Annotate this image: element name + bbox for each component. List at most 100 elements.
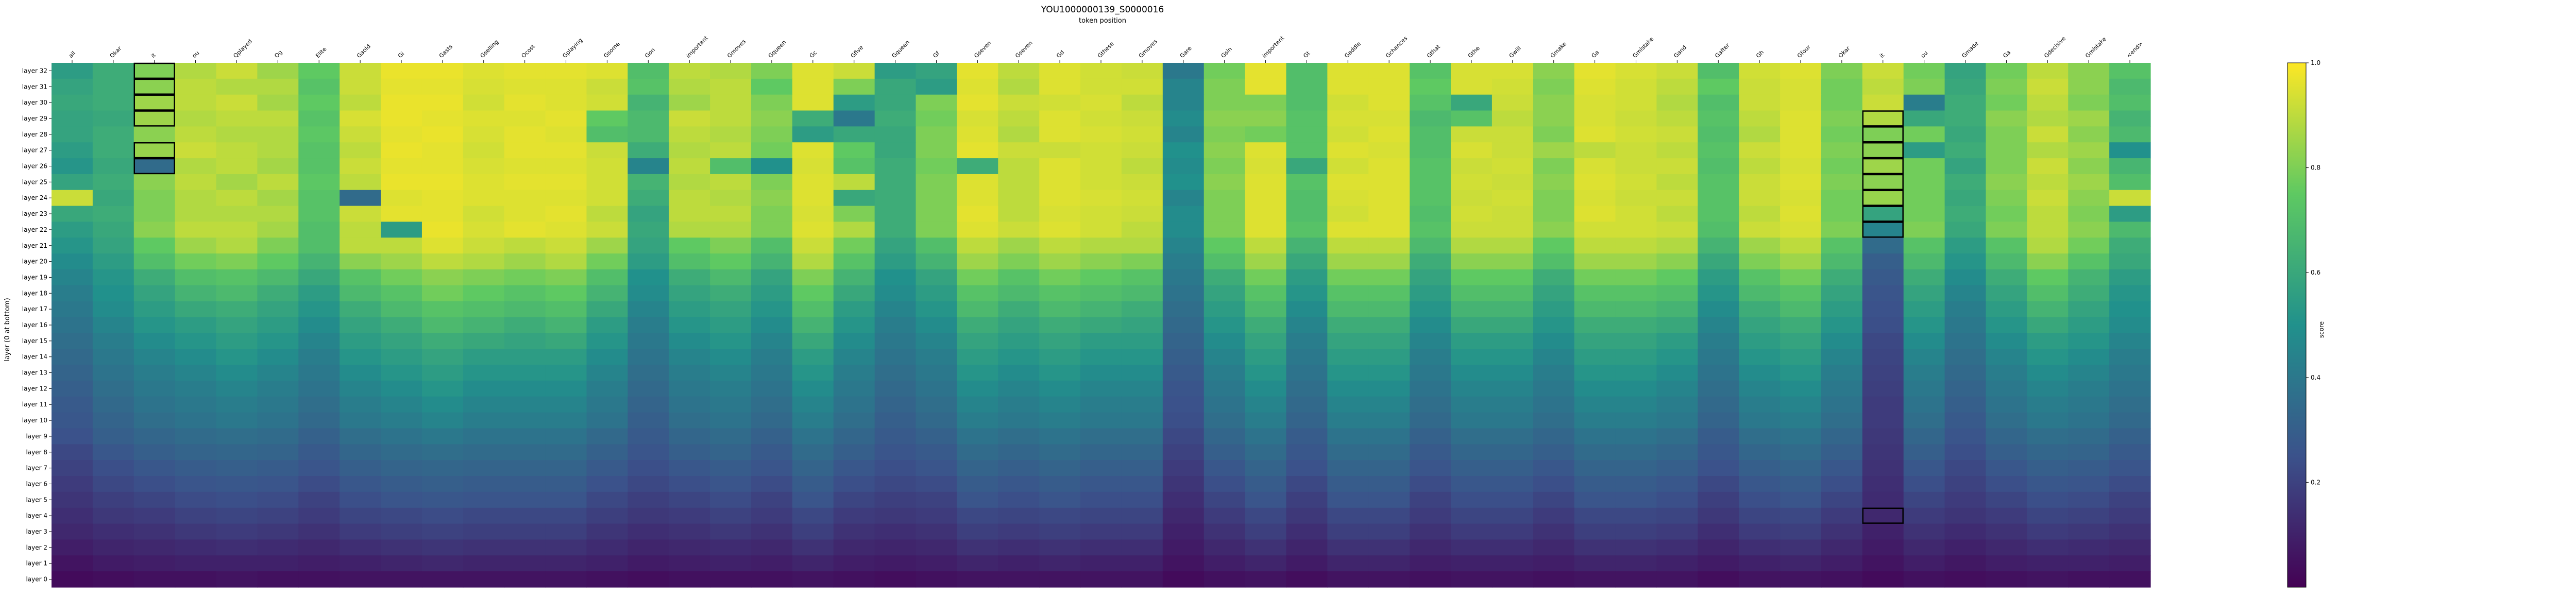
heatmap-cell <box>1739 412 1781 429</box>
heatmap-cell <box>1410 491 1451 508</box>
heatmap-cell <box>792 460 834 476</box>
heatmap-cell <box>1574 142 1616 159</box>
heatmap-cell <box>216 158 258 175</box>
heatmap-cell <box>175 507 217 524</box>
heatmap-cell <box>216 174 258 191</box>
heatmap-cell <box>586 174 628 191</box>
heatmap-cell <box>1451 301 1493 318</box>
heatmap-cell <box>1533 539 1575 556</box>
heatmap-cell <box>504 253 546 270</box>
heatmap-cell <box>1368 571 1410 588</box>
heatmap-cell <box>1944 94 1987 111</box>
heatmap-cell <box>504 142 546 159</box>
heatmap-cell <box>1492 206 1534 223</box>
heatmap-cell <box>1080 555 1122 572</box>
heatmap-cell <box>52 190 93 207</box>
heatmap-cell <box>1327 365 1369 381</box>
heatmap-cell <box>1903 507 1945 524</box>
heatmap-cell <box>669 78 710 95</box>
heatmap-cell <box>669 269 710 286</box>
heatmap-cell <box>874 349 917 365</box>
heatmap-cell <box>340 333 381 349</box>
heatmap-cell <box>1986 126 2027 143</box>
heatmap-cell <box>1574 539 1616 556</box>
heatmap-cell <box>1780 253 1822 270</box>
heatmap-cell <box>1615 507 1657 524</box>
heatmap-cell <box>133 380 176 397</box>
heatmap-cell <box>340 301 381 318</box>
heatmap-cell <box>957 110 998 127</box>
heatmap-cell <box>1204 460 1246 476</box>
heatmap-cell <box>92 396 134 413</box>
heatmap-cell <box>1615 126 1657 143</box>
heatmap-cell <box>175 63 217 79</box>
heatmap-cell <box>833 507 875 524</box>
heatmap-cell <box>1121 174 1163 191</box>
heatmap-cell <box>1739 110 1781 127</box>
heatmap-cell <box>1986 110 2027 127</box>
heatmap-cell <box>1080 206 1122 223</box>
heatmap-cell <box>1162 221 1205 238</box>
heatmap-cell <box>1286 349 1328 365</box>
heatmap-cell <box>298 206 340 223</box>
heatmap-cell <box>504 237 546 254</box>
heatmap-cell <box>1698 126 1739 143</box>
heatmap-cell <box>1780 269 1822 286</box>
heatmap-cell <box>463 142 505 159</box>
heatmap-cell <box>1368 237 1410 254</box>
highlight-box <box>1862 174 1904 191</box>
colorbar-tick-label: 1.0 <box>2311 59 2320 66</box>
heatmap-cell <box>257 63 299 79</box>
heatmap-cell <box>586 555 628 572</box>
heatmap-cell <box>710 221 752 238</box>
heatmap-cell <box>2068 269 2110 286</box>
heatmap-cell <box>1780 539 1822 556</box>
heatmap-cell <box>1903 94 1945 111</box>
heatmap-cell <box>1121 221 1163 238</box>
heatmap-cell <box>1451 78 1493 95</box>
heatmap-cell <box>1821 460 1863 476</box>
highlight-box <box>1862 206 1904 222</box>
heatmap-cell <box>1451 491 1493 508</box>
heatmap-cell <box>381 174 422 191</box>
heatmap-cell <box>504 571 546 588</box>
heatmap-cell <box>2027 380 2069 397</box>
heatmap-cell <box>1698 507 1739 524</box>
x-tick-label: it <box>150 52 158 59</box>
heatmap-cell <box>1162 285 1205 302</box>
heatmap-cell <box>1739 63 1781 79</box>
y-tick-label: layer 3 <box>26 528 47 535</box>
heatmap-cell <box>421 491 464 508</box>
heatmap-cell <box>1451 237 1493 254</box>
heatmap-cell <box>2027 317 2069 334</box>
heatmap-cell <box>792 221 834 238</box>
heatmap-cell <box>751 507 793 524</box>
heatmap-cell <box>669 428 710 445</box>
heatmap-cell <box>1286 63 1328 79</box>
heatmap-cell <box>175 491 217 508</box>
heatmap-cell <box>628 237 669 254</box>
heatmap-cell <box>1821 174 1863 191</box>
heatmap-cell <box>463 269 505 286</box>
heatmap-cell <box>628 206 669 223</box>
heatmap-cell <box>1204 396 1246 413</box>
heatmap-cell <box>1492 396 1534 413</box>
heatmap-cell <box>2027 221 2069 238</box>
heatmap-cell <box>710 237 752 254</box>
heatmap-cell <box>874 412 917 429</box>
y-tick-label: layer 6 <box>26 480 47 487</box>
heatmap-cell <box>998 206 1040 223</box>
heatmap-cell <box>1739 237 1781 254</box>
heatmap-cell <box>463 110 505 127</box>
heatmap-cell <box>1903 476 1945 492</box>
heatmap-cell <box>381 571 422 588</box>
heatmap-cell <box>1944 237 1987 254</box>
heatmap-cell <box>381 110 422 127</box>
heatmap-cell <box>1492 523 1534 540</box>
heatmap-cell <box>52 428 93 445</box>
heatmap-cell <box>1533 78 1575 95</box>
heatmap-cell <box>751 571 793 588</box>
heatmap-cell <box>916 507 958 524</box>
heatmap-cell <box>298 174 340 191</box>
heatmap-cell <box>298 63 340 79</box>
